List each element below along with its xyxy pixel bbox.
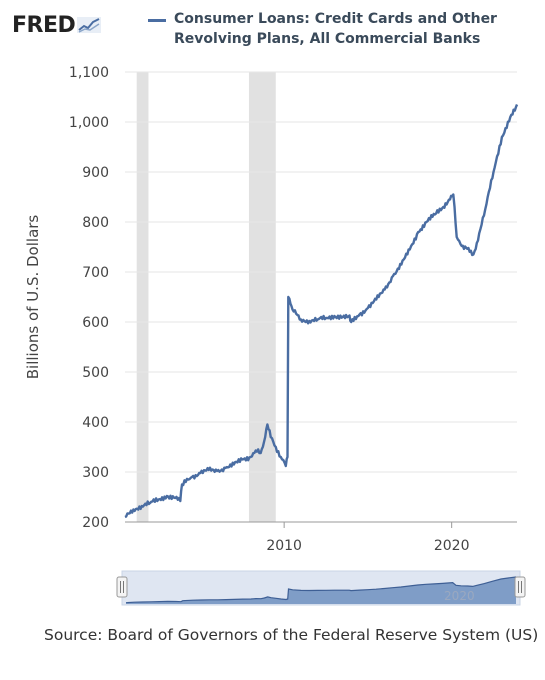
- fred-logo-text: FRED: [12, 12, 76, 38]
- data-point: [516, 104, 518, 106]
- y-tick-label-800: 800: [82, 215, 109, 231]
- navigator-left-handle[interactable]: [116, 576, 128, 598]
- fred-logo-graph-icon: [77, 17, 102, 33]
- data-point: [350, 321, 352, 323]
- data-point: [449, 199, 451, 201]
- data-point: [359, 314, 361, 316]
- data-point: [149, 502, 151, 504]
- data-point: [124, 516, 126, 518]
- data-point: [375, 299, 377, 301]
- data-point: [275, 446, 277, 448]
- data-point: [292, 309, 294, 311]
- data-point: [263, 441, 265, 443]
- chart-legend: Consumer Loans: Credit Cards and Other R…: [148, 9, 543, 49]
- data-point: [509, 116, 511, 118]
- data-point: [461, 245, 463, 247]
- data-point: [241, 459, 243, 461]
- source-note: Source: Board of Governors of the Federa…: [44, 626, 539, 644]
- navigator-year-label: 2020: [444, 589, 475, 603]
- data-point: [208, 469, 210, 471]
- data-point: [426, 221, 428, 223]
- y-tick-label-400: 400: [82, 415, 109, 431]
- data-point: [255, 450, 257, 452]
- chart-canvas: 200 300 400 500 600 700 800 900 1,000 1,100 2010 20…: [24, 65, 526, 606]
- data-point: [216, 470, 218, 472]
- y-tick-label-700: 700: [82, 265, 109, 281]
- data-point: [233, 464, 235, 466]
- navigator-right-handle[interactable]: [514, 576, 526, 598]
- legend-swatch: [148, 19, 166, 22]
- y-tick-label-900: 900: [82, 165, 109, 181]
- navigator-series-line: [125, 576, 517, 604]
- legend-series-label: Consumer Loans: Credit Cards and Other R…: [174, 11, 497, 47]
- data-point: [342, 316, 344, 318]
- data-point: [141, 505, 143, 507]
- data-point: [349, 315, 351, 317]
- data-point: [493, 171, 495, 173]
- y-tick-label-200: 200: [82, 515, 109, 531]
- data-point: [317, 319, 319, 321]
- data-point: [166, 495, 168, 497]
- data-point: [267, 424, 269, 426]
- data-point: [409, 249, 411, 251]
- data-point: [133, 509, 135, 511]
- data-point: [325, 317, 327, 319]
- data-point: [456, 236, 458, 238]
- y-tick-label-300: 300: [82, 465, 109, 481]
- y-tick-label-600: 600: [82, 315, 109, 331]
- data-point: [250, 456, 252, 458]
- data-point: [174, 497, 176, 499]
- recession-band-1: [136, 72, 149, 522]
- y-tick-label-500: 500: [82, 365, 109, 381]
- data-point: [392, 275, 394, 277]
- data-point: [401, 264, 403, 266]
- data-point: [288, 296, 290, 298]
- data-point: [476, 242, 478, 244]
- y-tick-label-1,000: 1,000: [69, 115, 109, 131]
- data-point: [158, 499, 160, 501]
- data-point: [270, 436, 272, 438]
- data-point: [417, 231, 419, 233]
- data-point: [308, 320, 310, 322]
- data-point: [473, 254, 475, 256]
- data-point: [442, 206, 444, 208]
- y-axis-label: Billions of U.S. Dollars: [24, 215, 42, 380]
- y-tick-label-1,100: 1,100: [69, 65, 109, 81]
- data-point: [484, 209, 486, 211]
- data-point: [179, 500, 181, 502]
- data-point: [181, 484, 183, 486]
- data-point: [200, 472, 202, 474]
- x-tick-label-2020: 2020: [434, 538, 470, 554]
- plot-area: [125, 72, 517, 522]
- graph-header: FRED Consumer Loans: Credit Cards and Ot…: [12, 8, 537, 54]
- data-point: [501, 136, 503, 138]
- data-point: [334, 315, 336, 317]
- data-point: [225, 467, 227, 469]
- data-point: [285, 465, 287, 467]
- data-point: [287, 456, 289, 458]
- fred-logo[interactable]: FRED: [12, 10, 102, 40]
- data-point: [468, 247, 470, 249]
- series-line: [124, 104, 519, 519]
- data-point: [260, 452, 262, 454]
- data-point: [434, 214, 436, 216]
- x-tick-label-2010: 2010: [266, 538, 302, 554]
- data-point: [367, 307, 369, 309]
- data-point: [191, 476, 193, 478]
- data-point: [300, 319, 302, 321]
- data-point: [453, 194, 455, 196]
- data-point: [280, 456, 282, 458]
- data-point: [384, 289, 386, 291]
